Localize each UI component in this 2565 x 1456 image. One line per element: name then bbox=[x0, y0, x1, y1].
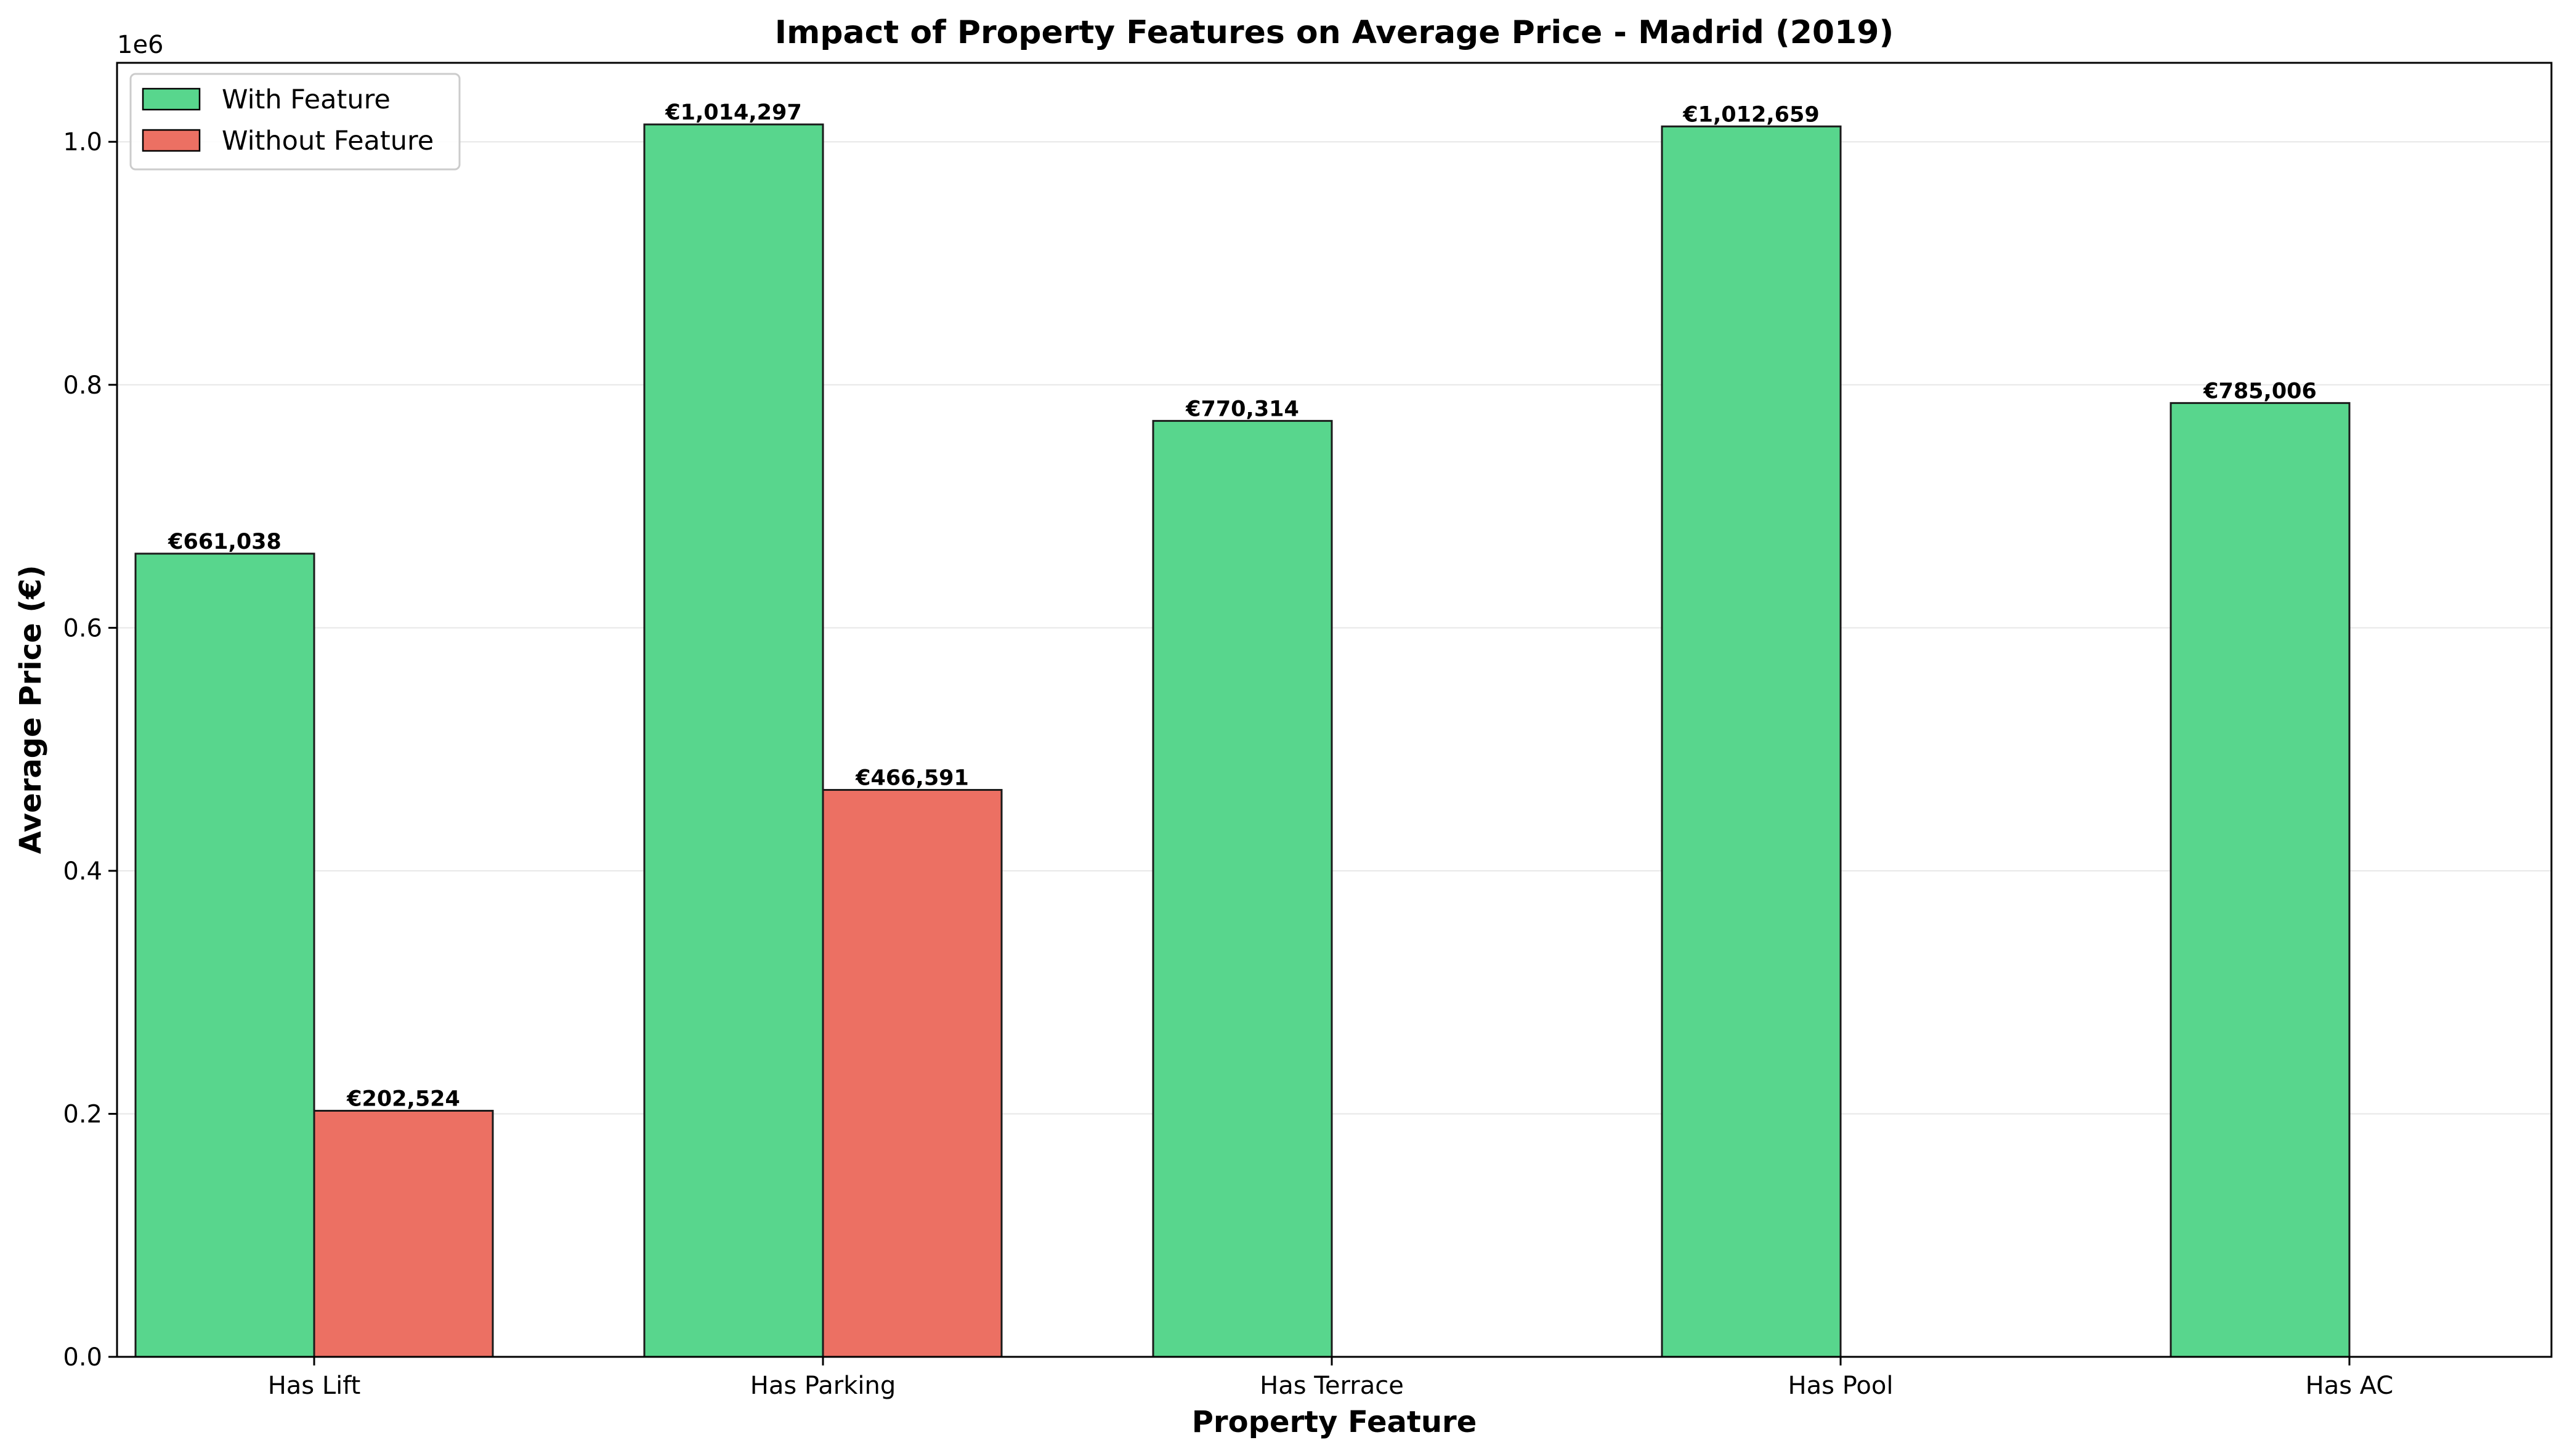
value-label-with-feature: €770,314 bbox=[1185, 397, 1299, 421]
legend-swatch-without-feature bbox=[142, 129, 201, 152]
bar-with-feature bbox=[1152, 419, 1333, 1358]
bar-with-feature bbox=[134, 552, 315, 1358]
value-label-without-feature: €466,591 bbox=[855, 766, 969, 791]
y-axis-label: Average Price (€) bbox=[14, 565, 48, 854]
y-tick-label: 0.6 bbox=[63, 614, 102, 642]
value-label-with-feature: €1,012,659 bbox=[1682, 102, 1819, 127]
bars bbox=[134, 123, 2351, 1358]
bar-without-feature bbox=[822, 789, 1003, 1358]
chart-title: Impact of Property Features on Average P… bbox=[775, 14, 1894, 51]
y-axis-ticks: 0.0 0.2 0.4 0.6 0.8 1.0 bbox=[63, 128, 117, 1372]
x-tick-label: Has Terrace bbox=[1260, 1372, 1404, 1400]
y-tick-label: 0.8 bbox=[63, 371, 102, 400]
bar-with-feature bbox=[1661, 125, 1842, 1358]
legend-swatch-with-feature bbox=[142, 87, 201, 111]
x-axis-ticks: Has Lift Has Parking Has Terrace Has Pool Ha… bbox=[268, 1357, 2394, 1400]
legend: With Feature Without Feature bbox=[129, 73, 461, 171]
y-tick-label: 0.2 bbox=[63, 1100, 102, 1128]
value-labels: €661,038 €1,014,297 €770,314 €1,012,659 €785… bbox=[168, 100, 2317, 1111]
y-tick-label: 0.0 bbox=[63, 1343, 102, 1372]
legend-label-with-feature: With Feature bbox=[222, 84, 391, 115]
value-label-without-feature: €202,524 bbox=[346, 1086, 460, 1111]
bar-without-feature bbox=[313, 1109, 494, 1358]
legend-label-without-feature: Without Feature bbox=[222, 126, 434, 156]
x-tick-label: Has AC bbox=[2306, 1372, 2394, 1400]
x-tick-label: Has Pool bbox=[1788, 1372, 1894, 1400]
x-tick-label: Has Lift bbox=[268, 1372, 361, 1400]
x-axis-label: Property Feature bbox=[1192, 1405, 1477, 1439]
value-label-with-feature: €1,014,297 bbox=[665, 100, 801, 125]
value-label-with-feature: €661,038 bbox=[168, 530, 282, 554]
bar-with-feature bbox=[643, 123, 824, 1358]
legend-frame bbox=[129, 73, 461, 171]
y-tick-label: 1.0 bbox=[63, 128, 102, 156]
y-tick-label: 0.4 bbox=[63, 857, 102, 886]
plot-frame bbox=[116, 62, 2553, 1358]
bar-with-feature bbox=[2170, 402, 2351, 1358]
x-tick-label: Has Parking bbox=[750, 1372, 896, 1400]
value-label-with-feature: €785,006 bbox=[2203, 379, 2317, 403]
y-axis-offset-label: 1e6 bbox=[117, 31, 164, 59]
